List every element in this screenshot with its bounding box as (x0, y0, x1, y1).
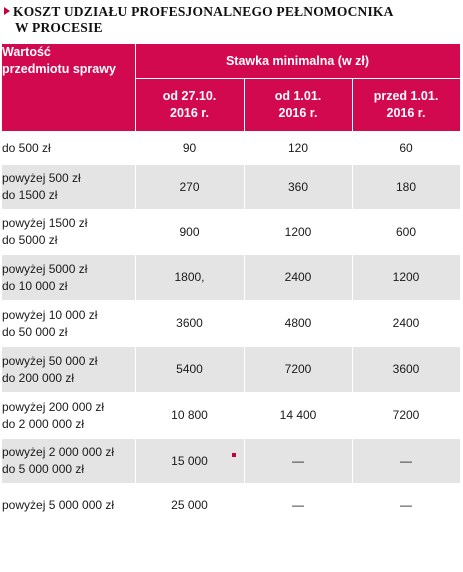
title-text-1: KOSZT UDZIAŁU PROFESJONALNEGO PEŁNOMOCNI… (13, 4, 394, 19)
cell-value: 60 (352, 131, 461, 165)
header-period-2-line-2: 2016 r. (278, 106, 318, 120)
cell-value: 1200 (244, 209, 353, 255)
header-minimum-rate: Stawka minimalna (w zł) (135, 44, 461, 79)
cell-value: 3600 (352, 346, 461, 393)
row-label-line: do 1500 zł (2, 188, 58, 202)
cell-value: 15 000 (135, 438, 245, 484)
header-period-1-line-1: od 27.10. (162, 89, 217, 103)
cell-value: 120 (244, 131, 353, 165)
header-case-value-line-2: przedmiotu sprawy (2, 62, 116, 76)
row-label: powyżej 200 000 zł do 2 000 000 zł (2, 392, 136, 439)
cell-value: 7200 (352, 392, 461, 439)
cell-value: 360 (244, 164, 353, 210)
fee-table: Wartość przedmiotu sprawy Stawka minimal… (2, 44, 461, 527)
table-row: powyżej 50 000 zł do 200 000 zł 5400 7200… (2, 346, 461, 393)
row-label-line: powyżej 2 000 000 zł (2, 445, 115, 459)
arrow-right-icon (4, 7, 10, 15)
cell-value: — (352, 438, 461, 484)
table-row: powyżej 500 zł do 1500 zł 270 360 180 (2, 164, 461, 210)
cell-value: 600 (352, 209, 461, 255)
table-row: powyżej 200 000 zł do 2 000 000 zł 10 800… (2, 392, 461, 439)
cell-value: 900 (135, 209, 245, 255)
title-line-1: KOSZT UDZIAŁU PROFESJONALNEGO PEŁNOMOCNI… (4, 4, 459, 20)
row-label-line: powyżej 1500 zł (2, 216, 88, 230)
row-label-line: powyżej 500 zł (2, 171, 81, 185)
row-label: powyżej 50 000 zł do 200 000 zł (2, 346, 136, 393)
row-label: do 500 zł (2, 131, 136, 165)
cell-value: 7200 (244, 346, 353, 393)
header-period-2-line-1: od 1.01. (274, 89, 322, 103)
header-period-1: od 27.10. 2016 r. (135, 78, 245, 132)
cell-value: 1800, (135, 254, 245, 301)
row-label-line: powyżej 200 000 zł (2, 399, 105, 414)
cell-value: 25 000 (135, 483, 245, 527)
cell-value: 2400 (244, 254, 353, 301)
row-label: powyżej 5 000 000 zł (2, 483, 136, 527)
cell-value: 270 (135, 164, 245, 210)
cell-value: 4800 (244, 300, 353, 347)
cell-value: 5400 (135, 346, 245, 393)
cell-value: — (244, 438, 353, 484)
table-row: powyżej 1500 zł do 5000 zł 900 1200 600 (2, 209, 461, 255)
cell-value: — (244, 483, 353, 527)
cell-value: 1200 (352, 254, 461, 301)
row-label-line: powyżej 5000 zł (2, 261, 88, 276)
row-label-line: powyżej 5 000 000 zł (2, 497, 115, 512)
row-label: powyżej 5000 zł do 10 000 zł (2, 254, 136, 301)
table-row: powyżej 2 000 000 zł do 5 000 000 zł 15 0… (2, 438, 461, 484)
row-label-line: powyżej 50 000 zł (2, 353, 98, 368)
header-period-3-line-1: przed 1.01. (373, 89, 439, 103)
cell-value: — (352, 483, 461, 527)
header-period-1-line-2: 2016 r. (170, 106, 209, 120)
cell-value: 14 400 (244, 392, 353, 439)
cell-value: 90 (135, 131, 245, 165)
header-period-3: przed 1.01. 2016 r. (352, 78, 461, 132)
cell-value: 10 800 (135, 392, 245, 439)
row-label-line: do 10 000 zł (2, 278, 68, 293)
table-row: do 500 zł 90 120 60 (2, 131, 461, 165)
row-label-line: powyżej 10 000 zł (2, 307, 98, 322)
row-label: powyżej 1500 zł do 5000 zł (2, 209, 136, 255)
row-label: powyżej 2 000 000 zł do 5 000 000 zł (2, 438, 136, 484)
cell-value: 2400 (352, 300, 461, 347)
page-title: KOSZT UDZIAŁU PROFESJONALNEGO PEŁNOMOCNI… (4, 4, 459, 36)
cell-value: 3600 (135, 300, 245, 347)
table-row: powyżej 5 000 000 zł 25 000 — — (2, 483, 461, 527)
table-row: powyżej 10 000 zł do 50 000 zł 3600 4800 … (2, 300, 461, 347)
row-label-line: do 50 000 zł (2, 324, 68, 339)
row-label-line: do 500 zł (2, 140, 51, 155)
row-label-line: do 5 000 000 zł (2, 462, 85, 476)
row-label-line: do 200 000 zł (2, 370, 75, 385)
row-label-line: do 5000 zł (2, 233, 58, 247)
row-label: powyżej 10 000 zł do 50 000 zł (2, 300, 136, 347)
title-line-2: W PROCESIE (15, 20, 103, 35)
cell-value: 180 (352, 164, 461, 210)
row-label: powyżej 500 zł do 1500 zł (2, 164, 136, 210)
header-case-value-line-1: Wartość (2, 45, 51, 59)
header-period-2: od 1.01. 2016 r. (244, 78, 353, 132)
decorative-dot (232, 453, 236, 457)
header-period-3-line-2: 2016 r. (386, 106, 426, 120)
header-case-value: Wartość przedmiotu sprawy (2, 44, 136, 132)
row-label-line: do 2 000 000 zł (2, 416, 85, 431)
table-row: powyżej 5000 zł do 10 000 zł 1800, 2400 1… (2, 254, 461, 301)
